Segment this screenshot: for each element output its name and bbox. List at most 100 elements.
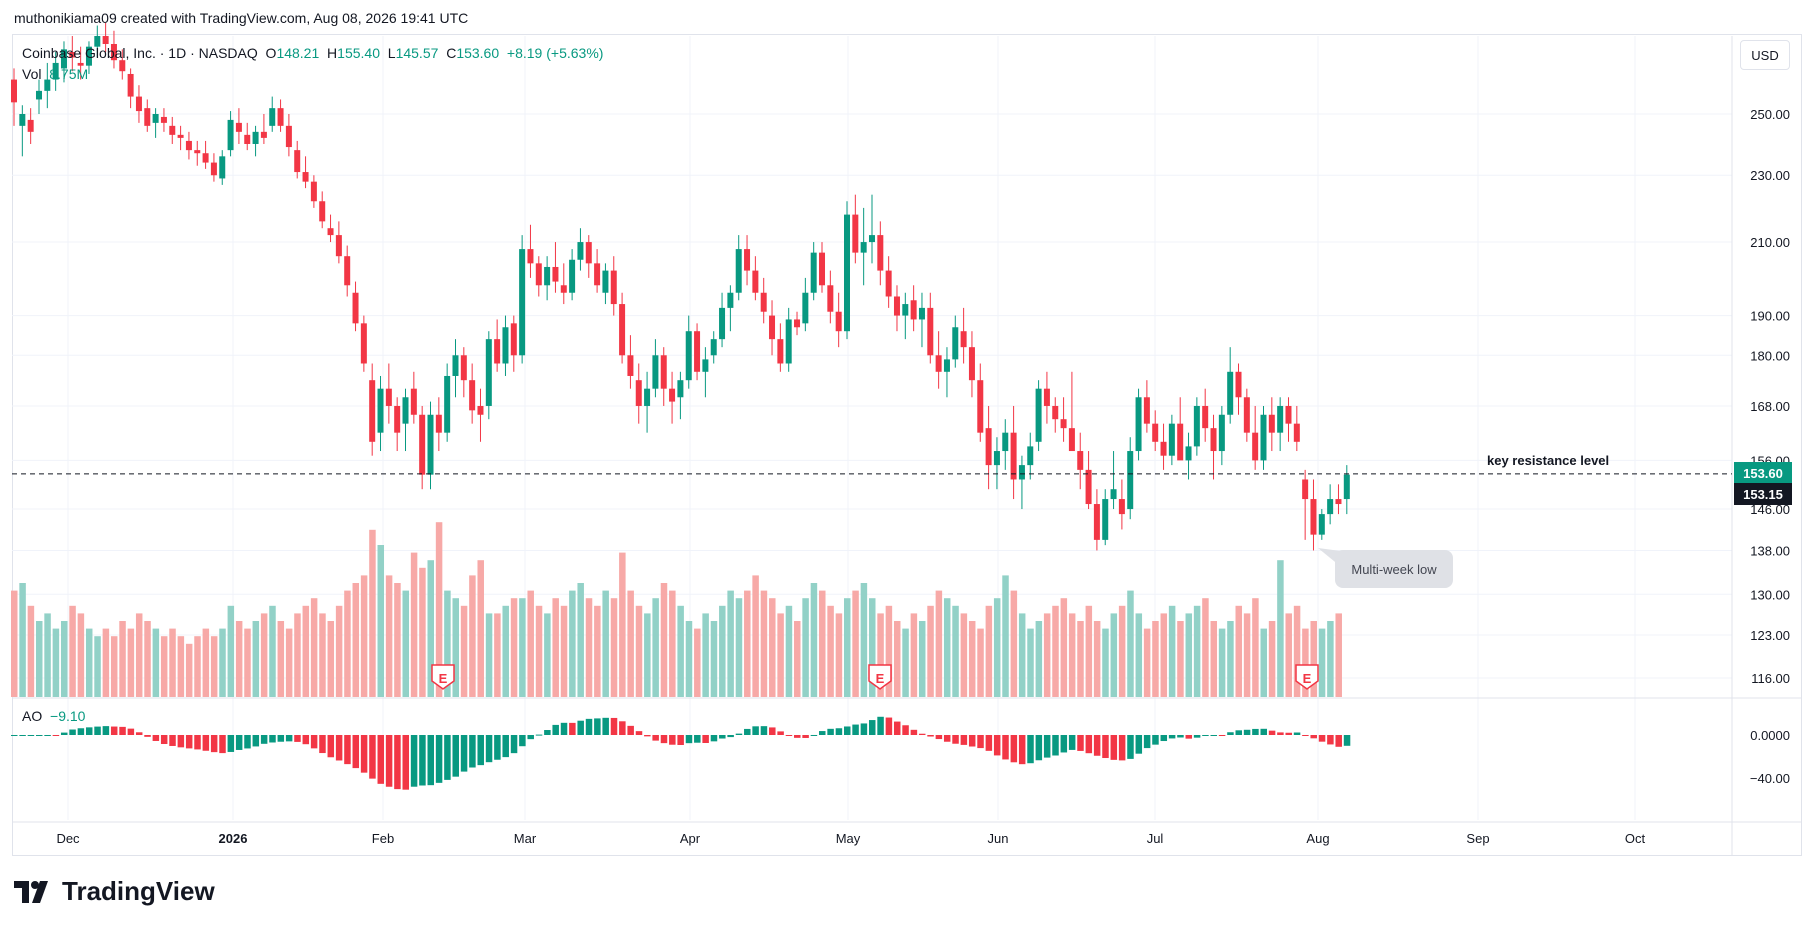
ao-bar [235,735,243,750]
volume-legend[interactable]: Vol 8.75M [22,66,88,82]
ao-bar [11,735,18,736]
last-price-badge: 153.60 [1734,462,1792,484]
candle-body [985,428,992,466]
volume-bar [719,605,726,697]
candle-body [652,355,659,389]
volume-bar [652,598,659,697]
ao-bar [94,726,101,735]
volume-bar [394,583,401,697]
candle-body [644,388,651,406]
time-tick-label: Jul [1147,831,1164,846]
candle-body [244,134,251,144]
volume-bar [1060,598,1068,697]
volume-bar [660,583,668,697]
volume-bar [127,628,135,697]
candle-body [735,249,742,293]
symbol-name[interactable]: Coinbase Global, Inc. · 1D · NASDAQ [22,45,258,61]
ao-bar [44,735,51,736]
volume-bar [444,590,451,697]
candle-body [260,131,267,138]
candle-body [69,52,76,58]
volume-bar [1185,613,1193,697]
ao-bar [1135,735,1143,754]
volume-bar [252,621,260,697]
volume-bar [1327,621,1334,697]
ao-bar [977,735,984,749]
candle-body [627,355,634,376]
ao-bar [210,735,218,753]
volume-bar [627,590,634,697]
ao-bar [1302,735,1309,736]
candle-body [1110,489,1117,500]
volume-bar [943,598,951,697]
volume-bar [552,598,559,697]
ao-bar [635,731,643,735]
ao-bar [360,735,368,773]
currency-button[interactable]: USD [1740,40,1790,70]
candle-body [152,114,159,123]
volume-bar [977,628,984,697]
volume-bar [435,522,443,697]
volume-bar [527,590,534,697]
time-tick-label: Apr [680,831,701,846]
candle-body [819,252,826,286]
candle-body [852,214,859,253]
volume-bar [77,613,85,697]
ao-bar [1160,735,1168,742]
ao-bar [1068,735,1076,750]
tradingview-logo-text: TradingView [62,876,215,906]
candle-body [660,355,667,389]
ao-bar [177,735,185,748]
volume-bar [1102,628,1109,697]
volume-bar [669,590,676,697]
volume-bar [1027,628,1034,697]
ao-bar [427,735,434,786]
volume-bar [619,552,626,697]
candle-body [1002,432,1009,452]
ao-bar [1002,735,1009,760]
ao-bar [519,735,526,747]
ao-bar [485,735,493,763]
volume-bar [819,590,826,697]
ao-bar [110,726,118,735]
candle-body [727,292,734,308]
tradingview-logo[interactable]: TradingView [14,876,215,907]
volume-bar [1177,621,1184,697]
candle-body [1127,451,1134,510]
earnings-marker-label: E [1303,671,1312,686]
volume-bar [1318,628,1326,697]
ao-bar [794,735,801,738]
candle-body [1260,414,1267,461]
ao-bar [1285,732,1292,735]
candle-body [1160,441,1167,456]
volume-bar [102,628,110,697]
ao-bar [1335,735,1342,747]
volume-bar [610,598,618,697]
candle-body [494,339,501,364]
ao-bar [52,735,60,736]
candle-body [902,304,909,316]
ao-bar [710,735,718,742]
volume-bar [702,613,709,697]
ao-bar [810,734,818,736]
candle-body [477,405,484,415]
candle-body [552,266,559,282]
ao-bar [627,725,634,735]
candle-body [910,300,917,320]
volume-bar [177,636,185,697]
ao-bar [494,735,501,760]
volume-bar [327,621,335,697]
candle-body [219,156,226,179]
ao-bar [335,735,343,761]
resistance-label[interactable]: key resistance level [1487,453,1610,468]
chart-frame[interactable] [12,34,1802,856]
candle-body [785,319,792,364]
multi-week-low-callout[interactable]: Multi-week low [1335,550,1453,588]
volume-bar [119,621,126,697]
volume-bar [419,567,426,697]
ao-legend[interactable]: AO −9.10 [22,708,85,724]
volume-bar [385,575,393,697]
ao-bar [1310,735,1317,739]
price-tick-label: 190.00 [1750,309,1790,324]
